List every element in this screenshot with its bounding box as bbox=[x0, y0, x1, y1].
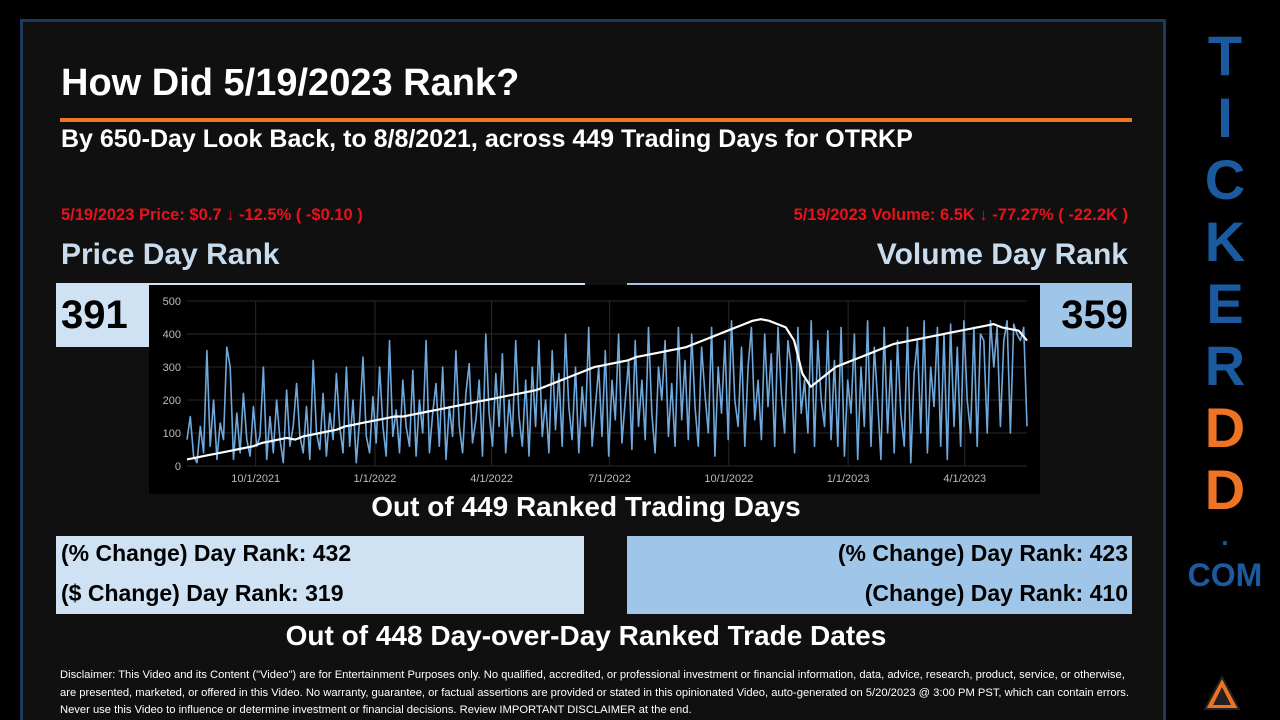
side-letter: I bbox=[1217, 86, 1233, 149]
price-rank-value: 391 bbox=[61, 292, 128, 337]
side-brand-suffix: COM bbox=[1187, 557, 1263, 593]
side-letter: T bbox=[1207, 24, 1243, 87]
price-rank-box: 391 bbox=[56, 283, 149, 347]
price-dollar-change-rank: ($ Change) Day Rank: 319 bbox=[61, 580, 344, 606]
page-subtitle: By 650-Day Look Back, to 8/8/2021, acros… bbox=[61, 125, 913, 153]
x-tick-label: 4/1/2022 bbox=[470, 473, 513, 485]
side-letter: D bbox=[1204, 396, 1246, 459]
side-dot: . bbox=[1221, 521, 1229, 551]
x-tick-label: 1/1/2023 bbox=[827, 473, 870, 485]
warning-logo-icon bbox=[1203, 674, 1241, 716]
side-letter: K bbox=[1204, 210, 1246, 273]
price-change-text: 5/19/2023 Price: $0.7 ↓ -12.5% ( -$0.10 … bbox=[61, 206, 363, 224]
price-stripe bbox=[149, 283, 585, 285]
ranked-dates-caption: Out of 448 Day-over-Day Ranked Trade Dat… bbox=[285, 620, 887, 651]
price-pct-change-rank: (% Change) Day Rank: 432 bbox=[61, 540, 352, 566]
y-tick-label: 0 bbox=[175, 461, 181, 473]
y-tick-label: 400 bbox=[163, 329, 181, 341]
title-divider bbox=[60, 118, 1132, 122]
side-letter: E bbox=[1206, 272, 1244, 335]
daily-rank-line bbox=[186, 319, 1028, 464]
y-tick-label: 300 bbox=[163, 362, 181, 374]
x-tick-label: 1/1/2022 bbox=[354, 473, 397, 485]
page-title: How Did 5/19/2023 Rank? bbox=[61, 62, 520, 104]
x-tick-label: 4/1/2023 bbox=[943, 473, 986, 485]
x-tick-label: 10/1/2022 bbox=[704, 473, 753, 485]
rolling-rank-line bbox=[186, 318, 1028, 461]
disclaimer: Disclaimer: This Video and its Content (… bbox=[60, 669, 1129, 716]
side-letter: R bbox=[1204, 334, 1246, 397]
y-tick-label: 100 bbox=[163, 428, 181, 440]
rank-chart: 0 100 200 300 400 500 10/1/2021 1/1/2022 4/1/202… bbox=[149, 285, 1040, 494]
volume-change-text: 5/19/2023 Volume: 6.5K ↓ -77.27% ( -22.2… bbox=[793, 206, 1128, 224]
volume-stats-box: (% Change) Day Rank: 423 (Change) Day Ra… bbox=[627, 536, 1132, 614]
ranked-days-caption: Out of 449 Ranked Trading Days bbox=[371, 491, 801, 522]
x-tick-label: 10/1/2021 bbox=[231, 473, 280, 485]
side-letter: D bbox=[1204, 458, 1246, 521]
price-stats-box: (% Change) Day Rank: 432 ($ Change) Day … bbox=[56, 536, 584, 614]
side-letter: C bbox=[1204, 148, 1246, 211]
volume-pct-change-rank: (% Change) Day Rank: 423 bbox=[837, 540, 1128, 566]
volume-rank-label: Volume Day Rank bbox=[876, 238, 1128, 271]
volume-rank-value: 359 bbox=[1061, 292, 1128, 337]
rank-chart-svg: 0 100 200 300 400 500 10/1/2021 1/1/2022 4/1/202… bbox=[163, 296, 1028, 485]
volume-rank-box: 359 bbox=[1040, 283, 1132, 347]
volume-stripe bbox=[627, 283, 1040, 285]
side-brand: T I C K E R D D . COM bbox=[1180, 24, 1270, 594]
price-rank-label: Price Day Rank bbox=[61, 238, 280, 271]
volume-change-rank: (Change) Day Rank: 410 bbox=[864, 580, 1128, 606]
y-tick-label: 200 bbox=[163, 395, 181, 407]
x-tick-label: 7/1/2022 bbox=[588, 473, 631, 485]
y-tick-label: 500 bbox=[163, 296, 181, 308]
